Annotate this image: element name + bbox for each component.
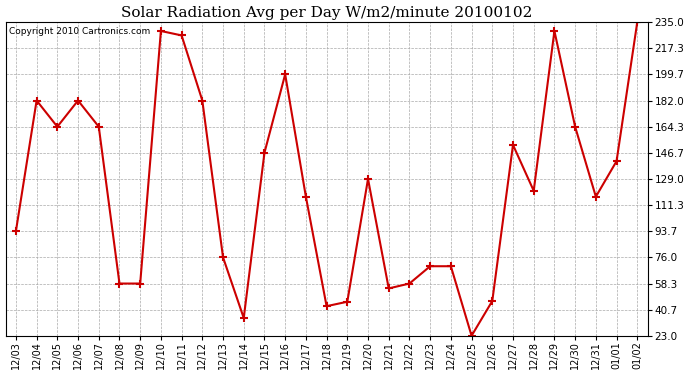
- Title: Solar Radiation Avg per Day W/m2/minute 20100102: Solar Radiation Avg per Day W/m2/minute …: [121, 6, 532, 20]
- Text: Copyright 2010 Cartronics.com: Copyright 2010 Cartronics.com: [9, 27, 150, 36]
